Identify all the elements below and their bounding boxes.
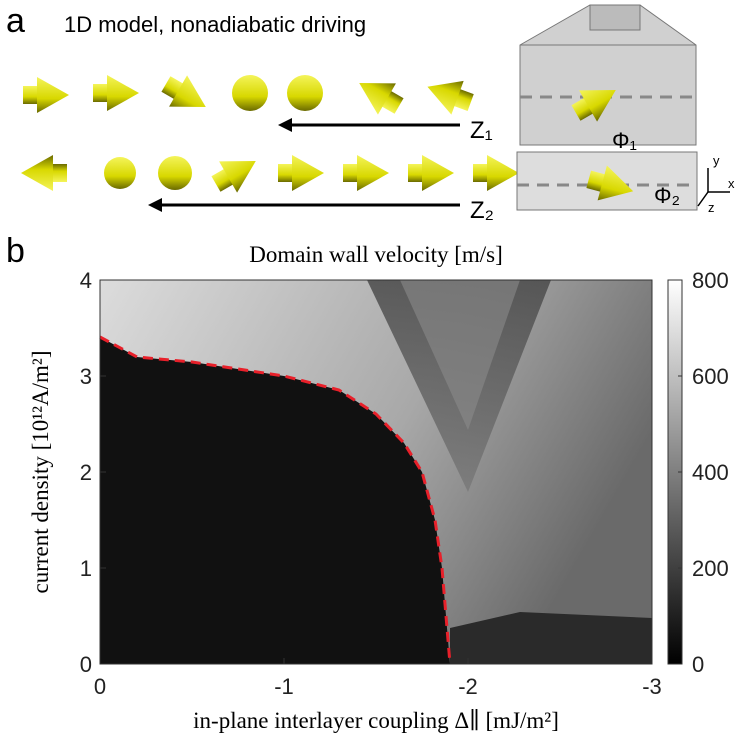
z1-label: Z₁	[470, 117, 493, 144]
y-tick-label: 0	[80, 652, 92, 677]
phi1-label: Φ₁	[612, 128, 637, 153]
y-tick-label: 3	[80, 364, 92, 389]
x-axis-label: in-plane interlayer coupling Δ∥ [mJ/m²]	[193, 708, 559, 733]
axes-icon	[697, 168, 730, 207]
x-tick-label: -2	[458, 674, 478, 699]
panel-label: b	[6, 232, 25, 270]
layer-box	[516, 4, 698, 211]
y-tick-label: 2	[80, 460, 92, 485]
colorbar-tick-label: 0	[692, 652, 704, 677]
chart-title: Domain wall velocity [m/s]	[249, 242, 503, 267]
colorbar-tick-label: 200	[692, 556, 729, 581]
panel-title: 1D model, nonadiabatic driving	[64, 12, 366, 37]
z2-label: Z₂	[470, 197, 494, 224]
x-tick-label: 0	[94, 674, 106, 699]
colorbar-tick-label: 800	[692, 268, 729, 293]
cones-row-1	[23, 67, 477, 123]
arrow-head	[278, 118, 292, 132]
y-tick-label: 4	[80, 268, 92, 293]
phi2-label: Φ₂	[654, 183, 680, 208]
y-axis-label: current density [10¹²A/m²]	[28, 351, 53, 594]
axis-x-label: x	[728, 176, 735, 191]
x-tick-label: -3	[642, 674, 662, 699]
colorbar-tick-label: 600	[692, 364, 729, 389]
cones-row-2	[21, 145, 519, 200]
heatmap	[99, 280, 652, 665]
arrow-head	[148, 198, 162, 212]
panel-label: a	[6, 2, 25, 40]
y-tick-label: 1	[80, 556, 92, 581]
axis-y-label: y	[713, 153, 720, 168]
colorbar-tick-label: 400	[692, 460, 729, 485]
x-tick-label: -1	[274, 674, 294, 699]
axis-z-label: z	[708, 200, 715, 215]
